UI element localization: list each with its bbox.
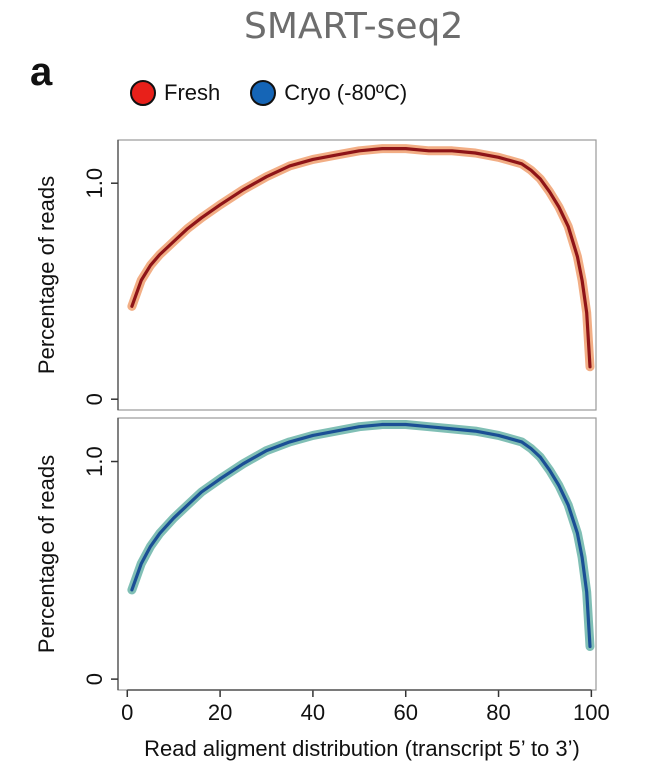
data-point xyxy=(404,147,407,150)
data-point xyxy=(585,312,588,314)
data-point xyxy=(576,255,579,258)
data-point xyxy=(288,441,291,443)
data-point xyxy=(140,563,142,565)
data-point xyxy=(548,191,551,193)
data-point xyxy=(520,163,523,165)
data-point xyxy=(265,449,268,452)
data-point xyxy=(186,504,189,506)
data-point xyxy=(548,469,551,472)
data-point xyxy=(451,150,453,152)
data-point xyxy=(530,447,532,450)
data-point xyxy=(474,152,477,154)
y-tick-label: 1.0 xyxy=(82,168,107,199)
data-point xyxy=(265,175,268,178)
data-point xyxy=(242,462,245,465)
data-point xyxy=(451,428,453,430)
series-band-cryo xyxy=(127,420,595,651)
data-point xyxy=(358,150,361,152)
y-tick-label: 0 xyxy=(82,393,107,405)
data-point xyxy=(381,147,384,150)
data-point xyxy=(428,150,430,152)
data-point xyxy=(581,279,583,282)
legend-label-cryo: Cryo (-80ºC) xyxy=(284,80,408,105)
data-point xyxy=(335,430,337,432)
data-point xyxy=(589,366,591,368)
data-point xyxy=(567,225,569,228)
panel-label: a xyxy=(30,50,53,94)
panel-cryo: 0 1.0 0 20 40 60 80 100 Percentage of reads Read … xyxy=(34,417,610,761)
y-axis-label-cryo: Percentage of reads xyxy=(34,455,59,653)
series-line-fresh xyxy=(130,147,592,369)
data-point xyxy=(149,264,152,267)
legend-swatch-fresh xyxy=(130,80,156,106)
data-point xyxy=(159,253,161,256)
data-point xyxy=(186,227,189,230)
data-point xyxy=(539,178,542,180)
data-point xyxy=(381,423,384,426)
x-tick-label: 100 xyxy=(573,700,610,725)
data-point xyxy=(200,491,203,493)
y-axis-label-fresh: Percentage of reads xyxy=(34,176,59,374)
series-band-fresh xyxy=(127,144,595,372)
data-point xyxy=(288,165,291,167)
legend-item-cryo: Cryo (-80ºC) xyxy=(250,80,407,106)
data-point xyxy=(567,504,569,506)
x-axis-label: Read aligment distribution (transcript 5… xyxy=(144,736,580,761)
plot-frame-cryo xyxy=(117,417,597,691)
data-point xyxy=(312,434,314,437)
data-point xyxy=(497,434,500,437)
page-title: SMART-seq2 xyxy=(244,6,464,47)
data-point xyxy=(172,517,175,519)
y-tick-label: 1.0 xyxy=(82,446,107,477)
data-point xyxy=(539,456,542,459)
data-point xyxy=(585,591,588,593)
plot-frame-fresh xyxy=(117,139,597,411)
legend-swatch-cryo xyxy=(250,80,277,106)
data-point xyxy=(159,532,161,535)
data-point xyxy=(131,305,133,308)
data-point xyxy=(172,240,175,243)
x-tick-label: 40 xyxy=(301,700,325,725)
data-point xyxy=(242,188,245,191)
legend-item-fresh: Fresh xyxy=(130,80,220,106)
data-point xyxy=(404,423,407,426)
data-point xyxy=(428,425,430,428)
data-point xyxy=(200,217,203,219)
data-point xyxy=(558,206,560,208)
data-point xyxy=(530,169,532,171)
x-tick-label: 0 xyxy=(121,700,133,725)
data-point xyxy=(312,158,314,161)
data-point xyxy=(140,279,142,282)
data-point xyxy=(497,156,500,159)
data-point xyxy=(131,589,133,591)
x-tick-label: 20 xyxy=(208,700,232,725)
data-point xyxy=(581,556,583,559)
data-point xyxy=(358,425,361,428)
data-point xyxy=(520,441,523,443)
x-tick-label: 60 xyxy=(393,700,417,725)
series-line-cryo xyxy=(130,422,592,649)
data-point xyxy=(558,484,560,487)
data-point xyxy=(219,204,221,206)
data-point xyxy=(474,430,477,432)
panel-fresh: 0 1.0 Percentage of reads xyxy=(34,139,597,411)
data-point xyxy=(219,478,221,480)
data-point xyxy=(589,645,591,648)
legend: Fresh Cryo (-80ºC) xyxy=(130,76,437,110)
x-tick-label: 80 xyxy=(486,700,510,725)
y-tick-label: 0 xyxy=(82,673,107,685)
data-point xyxy=(576,532,579,535)
data-point xyxy=(149,545,152,548)
data-point xyxy=(335,154,337,156)
legend-label-fresh: Fresh xyxy=(164,80,221,105)
